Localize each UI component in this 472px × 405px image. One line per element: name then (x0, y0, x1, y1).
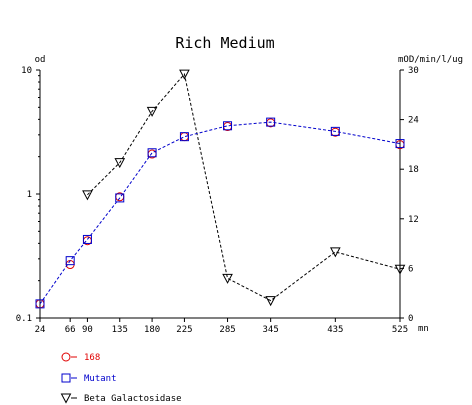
x-axis-ticks: 24 66 90 135 180 225 285 345 435 525 (35, 318, 408, 335)
legend-label: Beta Galactosidase (84, 394, 182, 404)
series-layer (35, 69, 406, 309)
left-axis-ticks: 0.1 1 10 (16, 66, 40, 324)
data-point (329, 247, 341, 258)
left-tick-label: 0.1 (16, 314, 32, 324)
data-point (179, 69, 190, 80)
x-tick-label: 66 (65, 325, 76, 335)
legend-item: Mutant (61, 373, 117, 384)
x-tick-label: 90 (82, 325, 93, 335)
axes (39, 70, 401, 319)
legend-marker (60, 393, 72, 404)
data-point (179, 132, 189, 142)
right-tick-label: 6 (408, 264, 413, 274)
x-tick-label: 345 (263, 325, 279, 335)
right-tick-label: 0 (408, 314, 413, 324)
data-point (395, 139, 405, 149)
data-point (82, 234, 92, 244)
x-axis-unit: mn (418, 324, 429, 334)
series-beta-galactosidase (82, 69, 406, 307)
x-tick-label: 24 (35, 325, 46, 335)
right-tick-label: 18 (408, 165, 419, 175)
x-tick-label: 525 (392, 325, 408, 335)
left-tick-label: 1 (27, 190, 32, 200)
data-point (114, 158, 126, 169)
data-point (146, 106, 158, 117)
left-tick-label: 10 (21, 66, 32, 76)
data-point (223, 121, 233, 131)
x-tick-label: 135 (112, 325, 128, 335)
right-tick-label: 12 (408, 215, 419, 225)
right-tick-label: 30 (408, 66, 419, 76)
legend: 168 Mutant Beta Galactosidase (60, 352, 182, 404)
chart-title: Rich Medium (175, 34, 274, 52)
legend-marker (61, 352, 71, 362)
right-tick-label: 24 (408, 116, 419, 126)
data-point (115, 193, 125, 203)
right-axis-label: mOD/min/l/ug (398, 55, 463, 65)
series-line (39, 121, 401, 305)
data-point (330, 126, 340, 136)
x-tick-label: 435 (327, 325, 343, 335)
x-tick-label: 180 (144, 325, 160, 335)
legend-label: 168 (84, 353, 100, 363)
data-point (35, 299, 45, 309)
legend-label: Mutant (84, 374, 117, 384)
data-point (65, 256, 75, 266)
legend-marker (61, 373, 71, 383)
data-point (82, 190, 93, 201)
data-point (394, 264, 406, 275)
data-point (265, 296, 276, 307)
left-axis-label: od (35, 55, 46, 65)
data-point (179, 132, 189, 142)
data-point (147, 148, 157, 158)
legend-item: 168 (61, 352, 100, 363)
series-168 (35, 118, 405, 309)
x-tick-label: 225 (176, 325, 192, 335)
series-mutant (35, 117, 405, 309)
x-tick-label: 285 (219, 325, 235, 335)
series-line (87, 73, 401, 302)
data-point (266, 117, 276, 127)
data-point (222, 273, 233, 284)
legend-item: Beta Galactosidase (60, 393, 182, 404)
right-axis-ticks: 0 6 12 18 24 30 (400, 66, 419, 324)
